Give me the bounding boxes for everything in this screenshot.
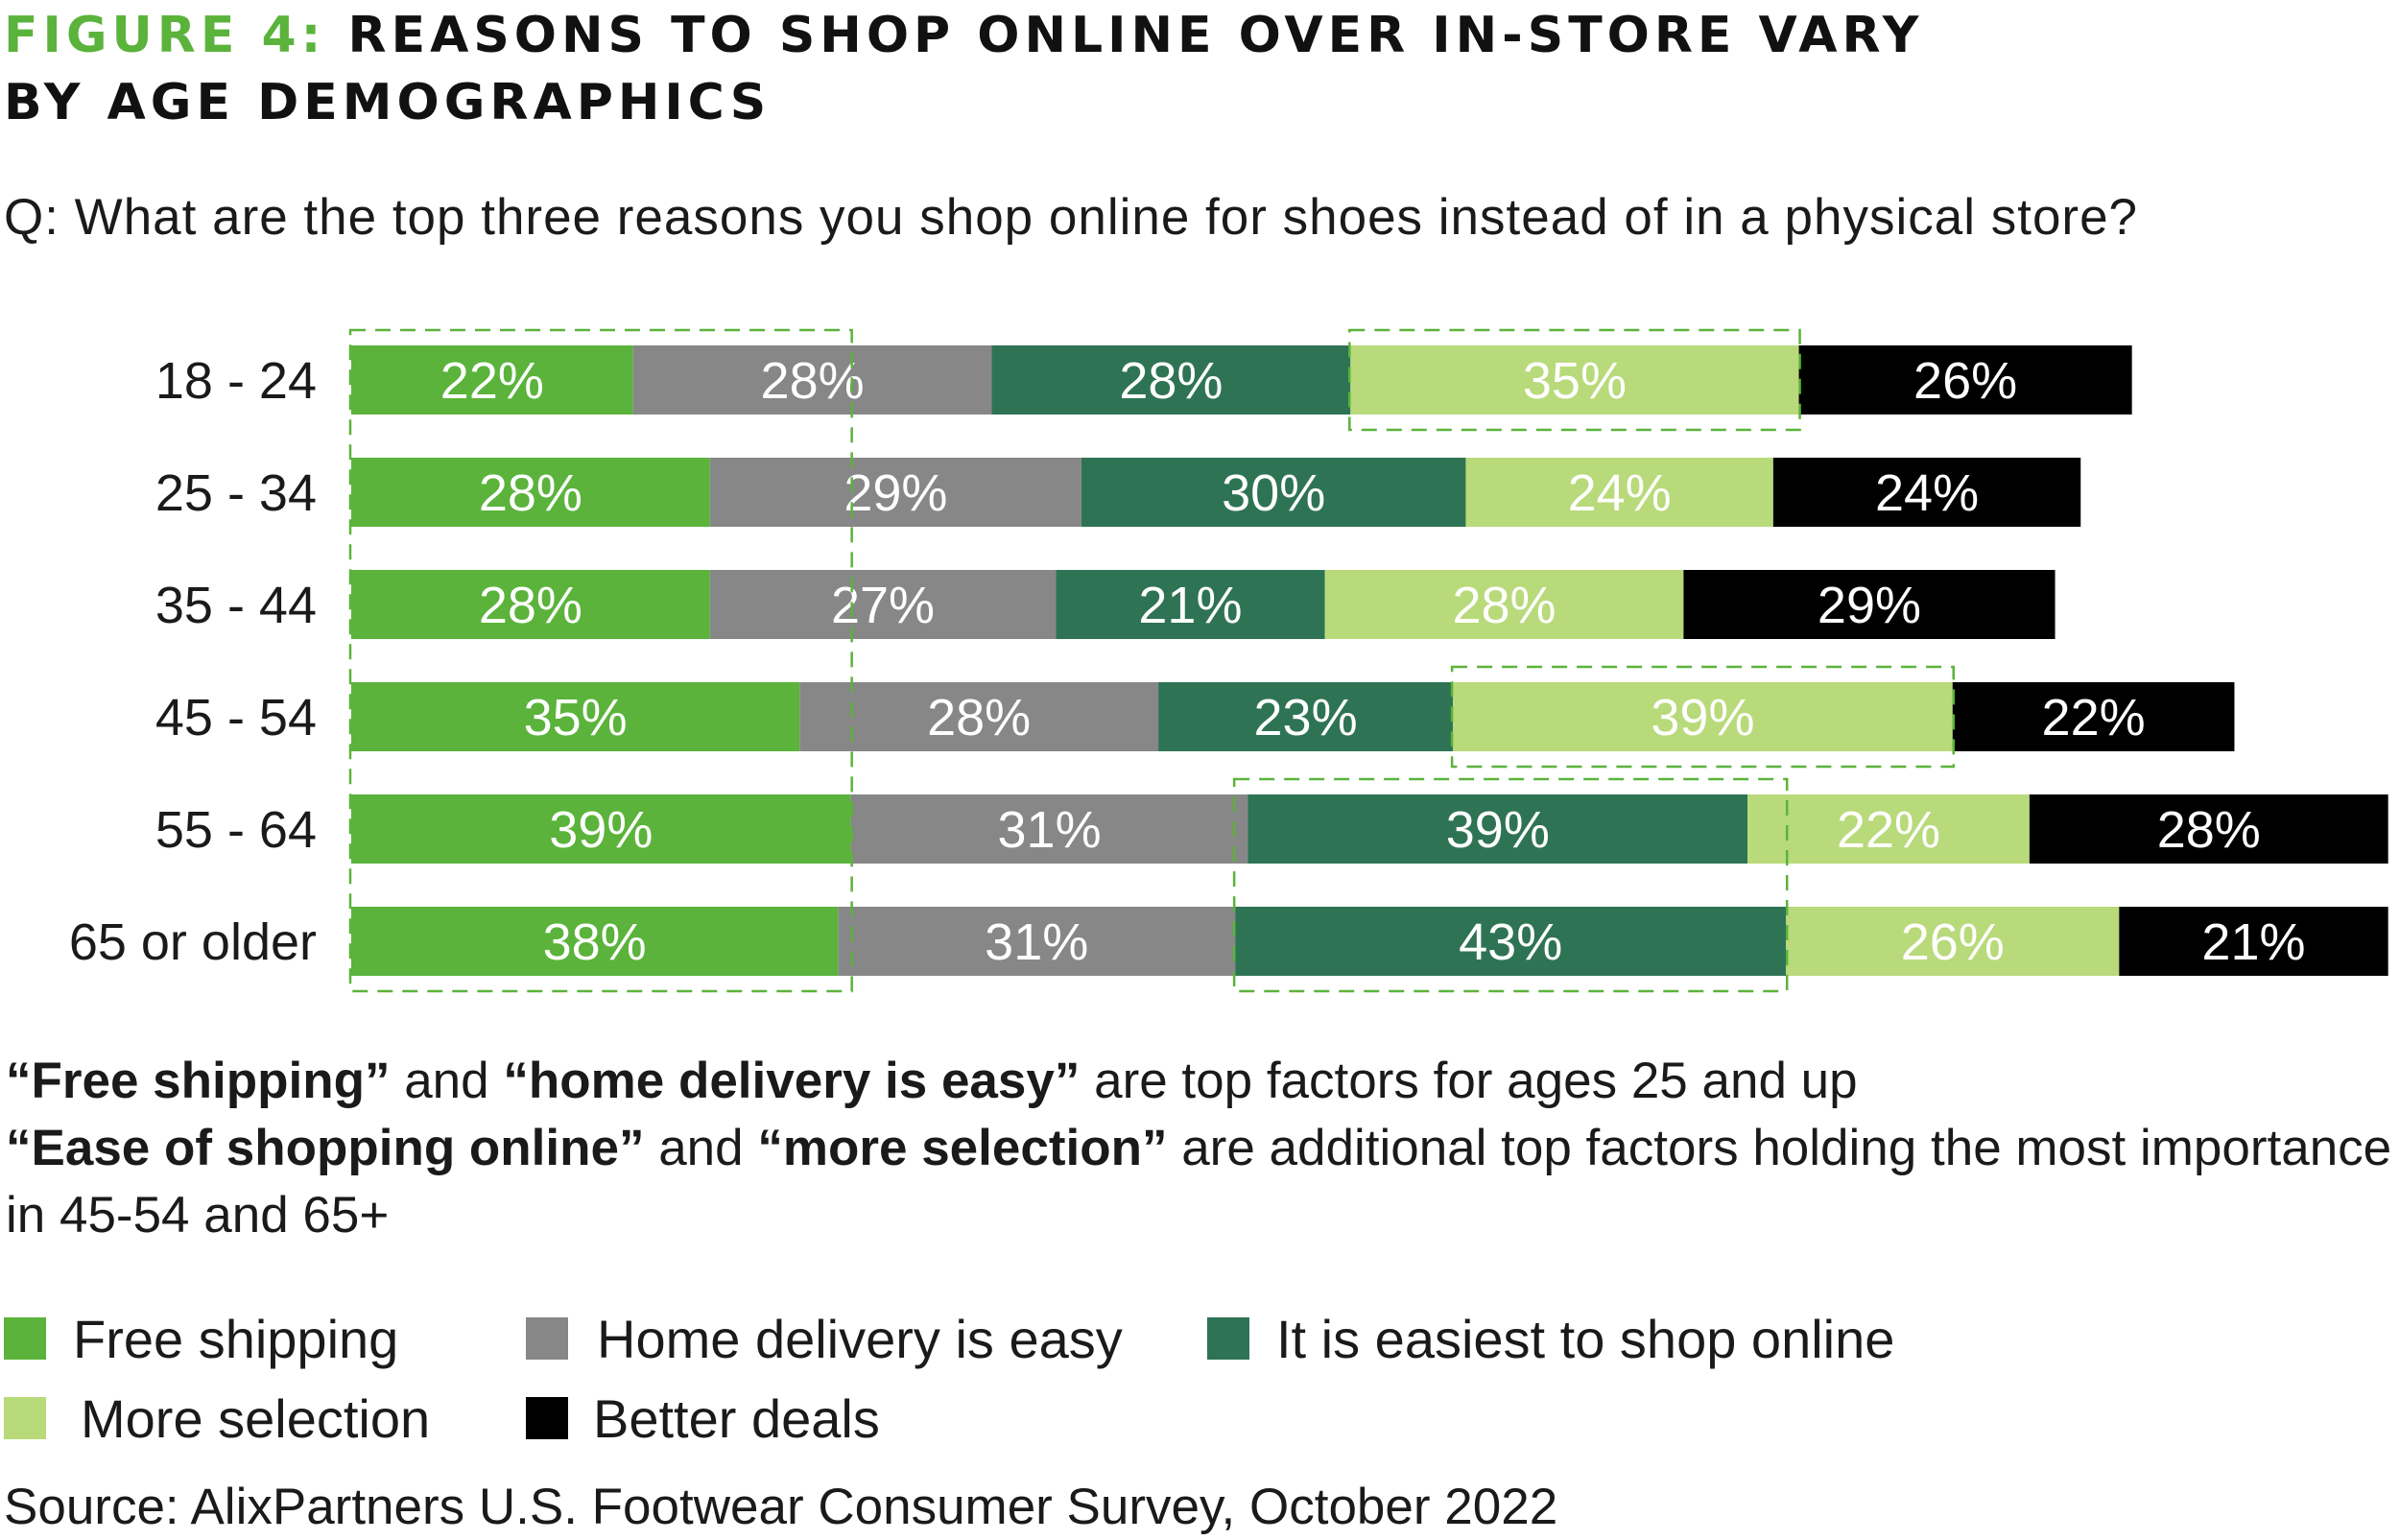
bar-more-selection-55-64 (1747, 794, 2030, 864)
data-label-better-deals-25-34: 24% (1875, 464, 1979, 522)
bar-it-is-easiest-to-shop-online-35-44 (1056, 570, 1325, 639)
source-note: Source: AlixPartners U.S. Footwear Consu… (4, 1479, 1558, 1535)
category-label-35-44: 35 - 44 (155, 577, 317, 634)
stacked-bar-chart: 18 - 24 22% 28% 28% 35% 26%25 - 34 28% 29% 30% 24… (69, 328, 2388, 993)
data-label-better-deals-65-or-older: 21% (2201, 913, 2305, 971)
data-label-it-is-easiest-to-shop-online-55-64: 39% (1446, 801, 1550, 859)
data-label-it-is-easiest-to-shop-online-45-54: 23% (1254, 689, 1358, 746)
legend-swatch-easiest-online (1207, 1317, 1249, 1360)
bar-free-shipping-65-or-older (351, 907, 839, 976)
takeaway-1: “Free shipping” and “home delivery is ea… (6, 1053, 1858, 1109)
legend-swatch-better-deals (526, 1397, 568, 1439)
data-label-free-shipping-55-64: 39% (549, 801, 653, 859)
legend-label-better-deals: Better deals (593, 1388, 880, 1449)
legend-label-home-delivery: Home delivery is easy (597, 1309, 1123, 1369)
data-label-free-shipping-45-54: 35% (524, 689, 628, 746)
bar-it-is-easiest-to-shop-online-18-24 (991, 345, 1351, 415)
highlight-box-1 (348, 328, 853, 993)
data-label-it-is-easiest-to-shop-online-25-34: 30% (1222, 464, 1325, 522)
chart-title: FIGURE 4: REASONS TO SHOP ONLINE OVER IN… (4, 2, 1923, 136)
bar-better-deals-45-54 (1952, 682, 2235, 751)
bar-home-delivery-is-easy-65-or-older (838, 907, 1236, 976)
figure-label: FIGURE 4: (4, 7, 326, 64)
data-label-home-delivery-is-easy-45-54: 28% (927, 689, 1031, 746)
data-label-home-delivery-is-easy-55-64: 31% (998, 801, 1102, 859)
legend-label-free-shipping: Free shipping (73, 1309, 399, 1369)
survey-question: Q: What are the top three reasons you sh… (4, 189, 2139, 246)
bar-home-delivery-is-easy-18-24 (632, 345, 992, 415)
legend-swatch-free-shipping (4, 1317, 46, 1360)
bar-free-shipping-25-34 (351, 458, 710, 527)
bar-more-selection-18-24 (1350, 345, 1799, 415)
bar-more-selection-25-34 (1465, 458, 1773, 527)
bar-more-selection-35-44 (1324, 570, 1684, 639)
bar-it-is-easiest-to-shop-online-65-or-older (1235, 907, 1787, 976)
takeaway-2: “Ease of shopping online” and “more sele… (6, 1120, 2392, 1244)
legend-swatch-more-selection (4, 1397, 46, 1439)
highlight-box-4 (1232, 777, 1789, 993)
bar-home-delivery-is-easy-35-44 (709, 570, 1057, 639)
bar-more-selection-45-54 (1453, 682, 1953, 751)
data-label-home-delivery-is-easy-35-44: 27% (831, 577, 935, 634)
bar-better-deals-65-or-older (2119, 907, 2388, 976)
highlight-box-2 (1348, 328, 1801, 432)
bar-home-delivery-is-easy-55-64 (850, 794, 1248, 864)
bar-it-is-easiest-to-shop-online-55-64 (1248, 794, 1748, 864)
category-label-45-54: 45 - 54 (155, 689, 317, 746)
data-label-home-delivery-is-easy-18-24: 28% (761, 352, 865, 410)
bar-it-is-easiest-to-shop-online-45-54 (1158, 682, 1454, 751)
bar-home-delivery-is-easy-25-34 (709, 458, 1081, 527)
data-label-more-selection-45-54: 39% (1651, 689, 1754, 746)
category-label-55-64: 55 - 64 (155, 801, 317, 859)
category-label-65-or-older: 65 or older (69, 913, 317, 971)
bar-better-deals-18-24 (1798, 345, 2132, 415)
title-line-2: BY AGE DEMOGRAPHICS (4, 74, 772, 131)
bar-better-deals-25-34 (1772, 458, 2081, 527)
data-label-it-is-easiest-to-shop-online-18-24: 28% (1119, 352, 1223, 410)
data-label-better-deals-35-44: 29% (1818, 577, 1921, 634)
legend-swatch-home-delivery (526, 1317, 568, 1360)
data-label-free-shipping-35-44: 28% (479, 577, 582, 634)
data-label-more-selection-35-44: 28% (1452, 577, 1556, 634)
data-label-it-is-easiest-to-shop-online-65-or-older: 43% (1459, 913, 1562, 971)
bar-more-selection-65-or-older (1786, 907, 2120, 976)
data-label-it-is-easiest-to-shop-online-35-44: 21% (1138, 577, 1242, 634)
category-label-18-24: 18 - 24 (155, 352, 317, 410)
bar-better-deals-55-64 (2029, 794, 2388, 864)
data-label-better-deals-18-24: 26% (1913, 352, 2017, 410)
data-label-free-shipping-65-or-older: 38% (543, 913, 647, 971)
category-label-25-34: 25 - 34 (155, 464, 317, 522)
data-label-free-shipping-25-34: 28% (479, 464, 582, 522)
key-takeaways: “Free shipping” and “home delivery is ea… (6, 1048, 2395, 1249)
data-label-home-delivery-is-easy-25-34: 29% (844, 464, 947, 522)
bar-free-shipping-35-44 (351, 570, 710, 639)
highlight-box-3 (1450, 665, 1955, 769)
data-label-more-selection-65-or-older: 26% (1901, 913, 2005, 971)
data-label-free-shipping-18-24: 22% (440, 352, 544, 410)
data-label-better-deals-55-64: 28% (2157, 801, 2261, 859)
legend-label-more-selection: More selection (81, 1388, 431, 1449)
bar-better-deals-35-44 (1683, 570, 2055, 639)
bar-free-shipping-18-24 (351, 345, 633, 415)
bar-free-shipping-55-64 (351, 794, 851, 864)
data-label-more-selection-55-64: 22% (1837, 801, 1940, 859)
data-label-more-selection-25-34: 24% (1568, 464, 1672, 522)
bar-it-is-easiest-to-shop-online-25-34 (1081, 458, 1466, 527)
title-line-1: REASONS TO SHOP ONLINE OVER IN-STORE VAR… (347, 7, 1924, 64)
data-label-better-deals-45-54: 22% (2042, 689, 2146, 746)
data-label-home-delivery-is-easy-65-or-older: 31% (985, 913, 1088, 971)
data-label-more-selection-18-24: 35% (1523, 352, 1627, 410)
legend-label-easiest-online: It is easiest to shop online (1276, 1309, 1895, 1369)
bar-home-delivery-is-easy-45-54 (799, 682, 1159, 751)
bar-free-shipping-45-54 (351, 682, 800, 751)
